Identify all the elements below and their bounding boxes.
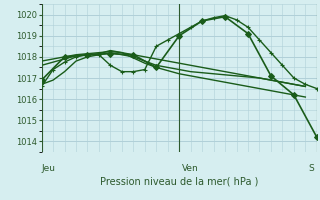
Text: Jeu: Jeu xyxy=(42,164,56,173)
X-axis label: Pression niveau de la mer( hPa ): Pression niveau de la mer( hPa ) xyxy=(100,176,258,186)
Text: Ven: Ven xyxy=(182,164,199,173)
Text: S: S xyxy=(308,164,314,173)
